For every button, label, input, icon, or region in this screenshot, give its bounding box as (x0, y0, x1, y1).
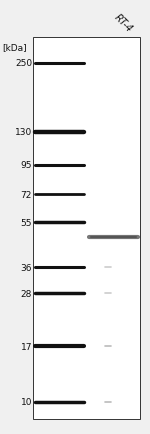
Text: 130: 130 (15, 128, 32, 137)
Text: 10: 10 (21, 398, 32, 407)
Text: 36: 36 (21, 263, 32, 272)
Text: RT-4: RT-4 (112, 12, 134, 34)
Text: 250: 250 (15, 59, 32, 68)
Text: 95: 95 (21, 161, 32, 170)
Text: 72: 72 (21, 190, 32, 199)
Text: [kDa]: [kDa] (2, 43, 27, 52)
Text: 55: 55 (21, 218, 32, 227)
Text: 17: 17 (21, 342, 32, 351)
Text: 28: 28 (21, 289, 32, 298)
Bar (33, 38, 140, 419)
